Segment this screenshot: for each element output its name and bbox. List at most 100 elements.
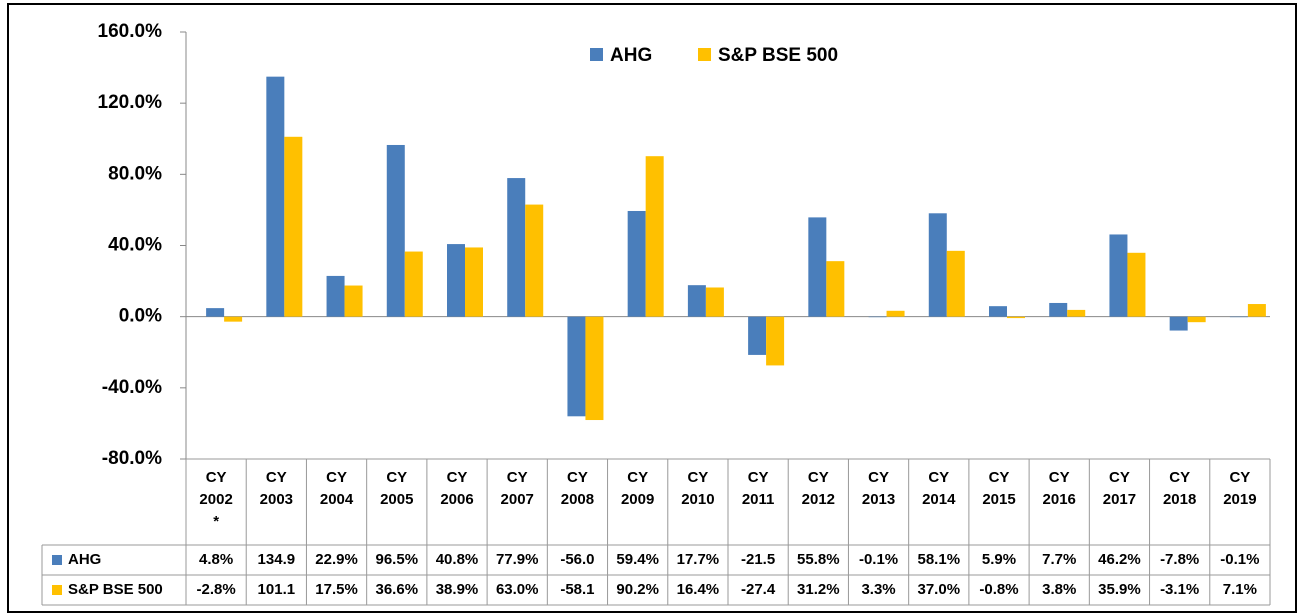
x-tick-label: CY 2011 [742, 469, 775, 508]
table-value: 36.6% [376, 581, 419, 598]
x-tick-label: CY 2010 [681, 469, 714, 508]
table-legend-swatch [52, 555, 62, 565]
bar [989, 306, 1007, 317]
table-value: 5.9% [982, 551, 1016, 568]
bar [826, 261, 845, 317]
table-value: 55.8% [797, 551, 840, 568]
table-value: 38.9% [436, 581, 479, 598]
bar [206, 308, 225, 317]
x-tick-label: CY 2013 [862, 469, 895, 508]
table-legend-swatch [52, 585, 62, 595]
table-value: -2.8% [197, 581, 236, 598]
bar [344, 285, 363, 317]
table-value: 101.1 [258, 581, 296, 598]
bar [687, 285, 706, 317]
x-tick-label: CY 2016 [1043, 469, 1076, 508]
table-value: -58.1 [560, 581, 594, 598]
bar [766, 316, 785, 366]
x-tick-label: CY 2003 [260, 469, 293, 508]
table-value: 63.0% [496, 581, 539, 598]
table-row-label: AHG [68, 551, 101, 568]
y-tick-label: 0.0% [119, 306, 162, 327]
bar [585, 316, 604, 421]
table-value: -0.1% [859, 551, 898, 568]
bar [886, 310, 905, 317]
table-value: 96.5% [376, 551, 419, 568]
table-value: 17.5% [315, 581, 358, 598]
bar [808, 217, 827, 317]
bar [868, 316, 887, 318]
table-value: -56.0 [560, 551, 594, 568]
x-tick-label: CY 2012 [802, 469, 835, 508]
table-row-label: S&P BSE 500 [68, 581, 163, 598]
x-tick-label: CY 2015 [982, 469, 1015, 508]
y-tick-label: 80.0% [108, 163, 162, 184]
y-tick-label: 160.0% [98, 21, 163, 42]
x-tick-label: CY 2008 [561, 469, 594, 508]
table-value: -21.5 [741, 551, 775, 568]
table-value: 90.2% [616, 581, 659, 598]
x-tick-label: CY 2018 [1163, 469, 1196, 508]
bar [266, 76, 285, 317]
x-tick-label: CY 2019 [1223, 469, 1256, 508]
bar [1187, 316, 1206, 323]
bar [1229, 316, 1248, 318]
bar [748, 316, 767, 355]
bar [1127, 252, 1146, 317]
table-value: 3.3% [861, 581, 895, 598]
x-tick-label: CY 2017 [1103, 469, 1136, 508]
bar [627, 210, 646, 317]
bar [386, 144, 405, 317]
bar [1049, 302, 1068, 317]
x-tick-label: CY 2007 [501, 469, 534, 508]
bar [284, 136, 303, 317]
bar [404, 251, 423, 317]
table-value: 77.9% [496, 551, 539, 568]
table-value: 46.2% [1098, 551, 1141, 568]
table-value: 17.7% [677, 551, 720, 568]
table-value: 3.8% [1042, 581, 1076, 598]
bar [525, 204, 544, 317]
table-value: -3.1% [1160, 581, 1199, 598]
x-tick-label: CY 2009 [621, 469, 654, 508]
legend-swatch [590, 48, 603, 61]
table-value: 40.8% [436, 551, 479, 568]
table-value: 7.1% [1223, 581, 1257, 598]
bar [1109, 234, 1128, 317]
y-tick-label: 40.0% [108, 235, 162, 256]
table-value: 37.0% [918, 581, 961, 598]
y-tick-label: -40.0% [102, 377, 162, 398]
bar [507, 178, 526, 317]
table-value: 7.7% [1042, 551, 1076, 568]
table-value: 59.4% [616, 551, 659, 568]
y-tick-label: 120.0% [98, 92, 163, 113]
legend-label: AHG [610, 45, 652, 66]
x-tick-label: CY 2005 [380, 469, 413, 508]
bar [326, 275, 345, 317]
legend-swatch [698, 48, 711, 61]
x-tick-label: CY 2004 [320, 469, 354, 508]
table-value: -7.8% [1160, 551, 1199, 568]
table-value: 35.9% [1098, 581, 1141, 598]
x-tick-label: CY 2006 [440, 469, 473, 508]
bar [224, 316, 243, 322]
table-value: 16.4% [677, 581, 720, 598]
table-value: 58.1% [918, 551, 961, 568]
bar [1007, 316, 1025, 319]
bar [567, 316, 586, 417]
table-value: 22.9% [315, 551, 358, 568]
legend-label: S&P BSE 500 [718, 45, 838, 66]
x-tick-label: CY 2002 * [199, 469, 232, 530]
bar [447, 244, 465, 317]
table-value: -27.4 [741, 581, 776, 598]
bar [705, 287, 724, 317]
table-value: -0.8% [979, 581, 1018, 598]
bar [1067, 309, 1086, 317]
bar [1247, 304, 1266, 317]
table-value: 134.9 [258, 551, 296, 568]
bar [645, 156, 664, 317]
bar [946, 250, 965, 317]
table-value: 31.2% [797, 581, 840, 598]
bar [1169, 316, 1188, 331]
